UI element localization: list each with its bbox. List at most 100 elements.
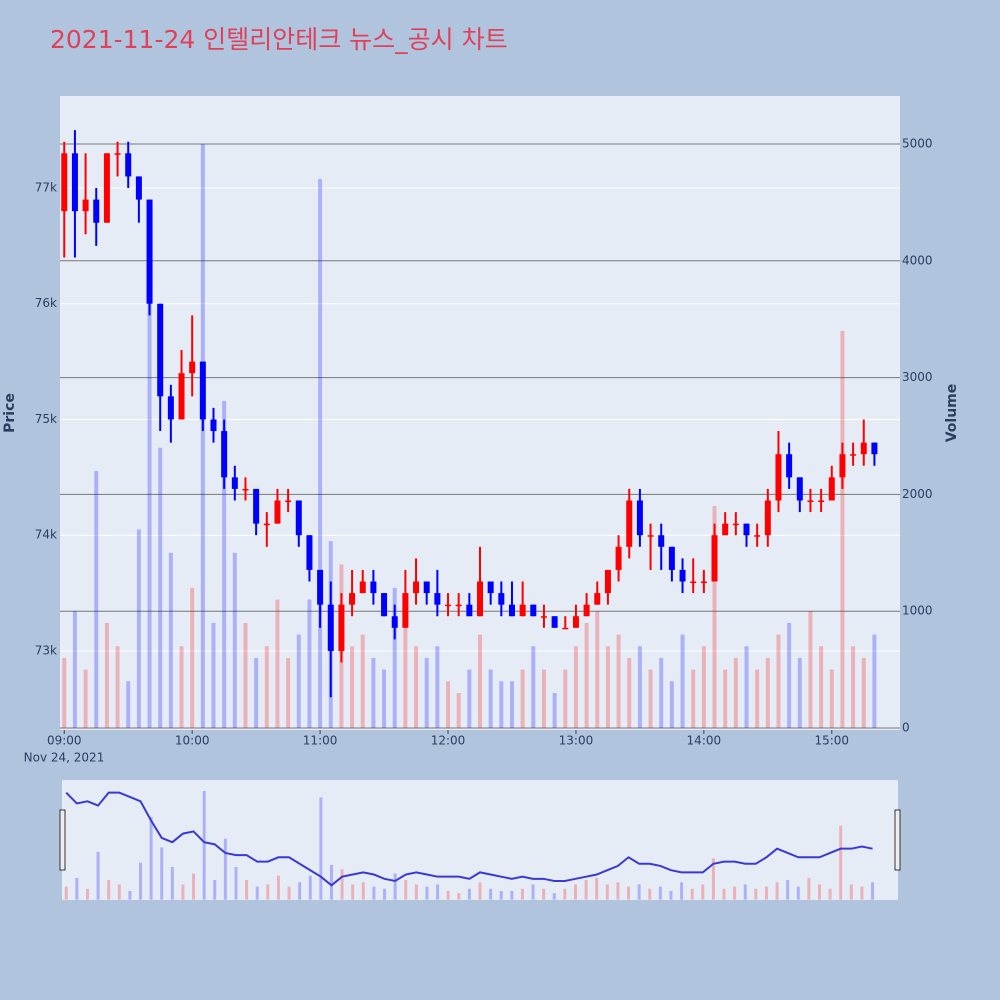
volume-bar <box>222 400 227 729</box>
volume-bar <box>723 669 728 729</box>
volume-bar <box>424 657 429 729</box>
volume-bar <box>509 681 514 729</box>
volume-bar <box>126 681 131 729</box>
slider-volume <box>711 858 715 900</box>
slider-volume <box>266 884 270 900</box>
candle-body <box>466 604 473 617</box>
volume-bar <box>765 657 770 729</box>
slider-volume <box>722 888 726 900</box>
slider-volume <box>690 888 694 900</box>
volume-bar <box>307 599 312 729</box>
volume-bar <box>584 622 589 729</box>
volume-bar <box>147 284 152 729</box>
slider-volume <box>733 886 737 900</box>
volume-bar <box>136 529 141 729</box>
slider-volume <box>287 886 291 900</box>
candle-body <box>562 627 569 630</box>
candle-body <box>732 523 739 526</box>
slider-volume <box>871 882 875 900</box>
range-slider[interactable] <box>62 780 898 900</box>
candle-body <box>370 581 377 594</box>
volume-bar <box>243 622 248 729</box>
volume-bar <box>648 669 653 729</box>
slider-volume <box>383 888 387 900</box>
slider-volume <box>680 882 684 900</box>
candle-body <box>199 361 206 420</box>
candle-body <box>285 500 292 502</box>
slider-volume <box>510 890 514 900</box>
candle-body <box>498 593 505 605</box>
x-tick-label: 09:00 <box>47 734 82 748</box>
x-tick-label: 10:00 <box>175 734 210 748</box>
volume-bar <box>403 622 408 729</box>
volume-bar <box>296 634 301 729</box>
candle-body <box>253 488 260 524</box>
slider-volume <box>139 862 143 900</box>
candle-body <box>349 593 356 605</box>
candle-body <box>71 153 78 212</box>
slider-volume <box>860 886 864 900</box>
volume-bar <box>414 646 419 729</box>
volume-bar <box>840 330 845 729</box>
slider-volume <box>75 877 79 900</box>
volume-bar <box>200 144 205 729</box>
y-axis-label: Price <box>2 393 18 433</box>
volume-bar <box>318 179 323 729</box>
candle-body <box>508 604 515 617</box>
volume-bar <box>94 471 99 729</box>
candle-body <box>711 535 718 582</box>
candle-body <box>743 523 750 536</box>
candle-body <box>391 616 398 628</box>
volume-bar <box>776 634 781 729</box>
slider-handle[interactable] <box>59 809 66 871</box>
candle-body <box>722 523 729 536</box>
volume-bar <box>446 681 451 729</box>
candle-body <box>828 477 835 501</box>
candle-body <box>658 535 665 547</box>
slider-handle[interactable] <box>894 809 901 871</box>
candle-body <box>263 523 270 526</box>
candle-body <box>615 546 622 570</box>
volume-bar <box>360 634 365 729</box>
candle-body <box>402 593 409 628</box>
candle-body <box>221 431 228 478</box>
volume-bar <box>350 646 355 729</box>
candle-body <box>93 199 100 223</box>
slider-volume <box>181 884 185 900</box>
slider-volume <box>329 864 333 900</box>
volume-bar <box>254 657 259 729</box>
volume-bar <box>627 657 632 729</box>
slider-volume <box>446 890 450 900</box>
candle-body <box>295 500 302 536</box>
volume-bar <box>595 611 600 729</box>
candle-body <box>818 500 825 502</box>
volume-bar <box>861 657 866 729</box>
slider-volume <box>627 886 631 900</box>
candle-body <box>455 604 462 607</box>
x-tick-label: 11:00 <box>303 734 338 748</box>
volume-bar <box>744 646 749 729</box>
candle-body <box>359 581 366 594</box>
volume-bar <box>637 646 642 729</box>
x-tick-label: 12:00 <box>431 734 466 748</box>
candle-body <box>647 535 654 537</box>
slider-volume <box>849 884 853 900</box>
slider-volume <box>107 880 111 900</box>
volume-bar <box>659 657 664 729</box>
volume-bar <box>232 552 237 729</box>
y2-tick-label: 0 <box>902 721 910 735</box>
volume-bar <box>275 599 280 729</box>
candle-body <box>423 581 430 594</box>
slider-volume <box>584 880 588 900</box>
slider-volume <box>234 867 238 900</box>
slider-volume <box>839 825 843 900</box>
slider-volume <box>499 890 503 900</box>
volume-bar <box>104 622 109 729</box>
y-tick-label: 75k <box>35 412 57 426</box>
candle-body <box>477 581 483 617</box>
candle-body <box>668 546 675 570</box>
slider-volume <box>351 884 355 900</box>
slider-volume <box>807 877 811 900</box>
slider-volume <box>96 851 100 900</box>
slider-volume <box>160 847 164 900</box>
